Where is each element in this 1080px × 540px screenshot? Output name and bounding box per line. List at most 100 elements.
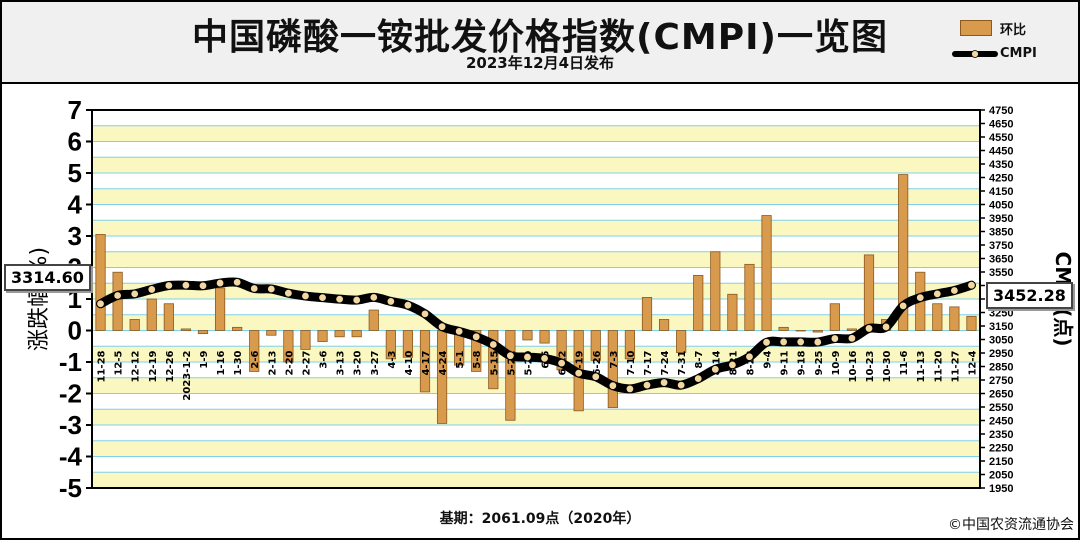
cmpi-point: [625, 384, 635, 394]
bar: [505, 330, 516, 421]
bar: [95, 234, 106, 331]
y2-tick-label: 4250: [989, 173, 1013, 185]
cmpi-point: [489, 340, 498, 349]
y2-tick-label: 2950: [989, 348, 1013, 360]
y2-tick-label: 2450: [989, 416, 1013, 428]
cmpi-point: [198, 281, 208, 290]
x-tick-label: 9-4: [763, 350, 774, 368]
y-tick-label: -3: [59, 410, 82, 440]
cmpi-point: [711, 365, 720, 374]
bar: [846, 328, 858, 331]
y2-tick-label: 4550: [989, 132, 1013, 144]
plot-band: [92, 425, 980, 441]
plot-band: [92, 377, 980, 394]
plot-band: [92, 456, 980, 473]
cmpi-point: [881, 322, 891, 332]
cmpi-point: [284, 288, 293, 298]
bar: [436, 330, 448, 424]
legend-bar-swatch: [960, 20, 992, 36]
y-tick-label: 7: [68, 95, 82, 125]
x-tick-label: 1-9: [199, 350, 210, 368]
plot-band: [92, 188, 980, 205]
y2-tick-label: 2850: [989, 362, 1013, 374]
cmpi-point: [779, 337, 788, 347]
cmpi-point: [847, 334, 857, 343]
y2-tick-label: 2150: [989, 456, 1013, 468]
x-tick-label: 12-12: [131, 350, 142, 382]
x-tick-label: 11-27: [950, 350, 961, 382]
bar: [693, 274, 704, 331]
bar: [539, 330, 550, 344]
x-tick-label: 5-29: [523, 350, 534, 375]
cmpi-point: [335, 294, 344, 304]
x-tick-label: 10-16: [848, 350, 859, 382]
y2-tick-label: 3150: [989, 321, 1013, 333]
cmpi-point: [676, 380, 686, 390]
plot-band: [92, 141, 980, 158]
bar: [214, 287, 226, 331]
bar: [163, 303, 174, 331]
x-tick-label: 12-26: [165, 350, 176, 382]
plot-band: [92, 440, 980, 457]
plot-band: [92, 314, 980, 331]
x-tick-label: 5-22: [506, 350, 517, 375]
cmpi-point: [694, 374, 703, 383]
x-tick-label: 7-24: [660, 350, 671, 375]
cmpi-point: [454, 327, 464, 336]
bar: [351, 330, 362, 338]
y-tick-label: -1: [59, 347, 82, 377]
x-tick-label: 3-6: [319, 350, 330, 368]
y-tick-label: -4: [59, 442, 83, 472]
y-tick-label: 6: [68, 127, 82, 157]
cmpi-point: [437, 322, 447, 331]
y2-tick-label: 4150: [989, 186, 1013, 198]
bar: [778, 326, 789, 331]
y2-tick-label: 2050: [989, 470, 1013, 482]
x-tick-label: 8-7: [694, 350, 705, 368]
bar: [368, 309, 379, 331]
x-tick-label: 10-30: [882, 350, 893, 382]
cmpi-point: [557, 358, 566, 368]
cmpi-point: [181, 281, 191, 290]
y2-tick-label: 1950: [989, 483, 1013, 495]
cmpi-point: [386, 297, 396, 306]
cmpi-point: [147, 285, 156, 294]
cmpi-point: [591, 372, 600, 381]
bar: [898, 174, 909, 331]
cmpi-point: [113, 291, 122, 300]
plot-band: [92, 362, 980, 378]
chart-title: 中国磷酸一铵批发价格指数(CMPI)一览图: [192, 17, 888, 58]
legend-line-label: CMPI: [1000, 46, 1037, 61]
y2-tick-label: 3650: [989, 254, 1013, 266]
bar: [556, 330, 567, 371]
cmpi-point: [574, 368, 583, 378]
plot-band: [92, 173, 980, 189]
plot-band: [92, 220, 980, 236]
bar: [522, 330, 533, 341]
y2-tick-label: 2250: [989, 443, 1013, 455]
cmpi-point: [301, 291, 310, 301]
legend-line-swatch: [952, 50, 998, 58]
cmpi-line: [96, 277, 976, 394]
bar: [590, 330, 601, 361]
x-tick-label: 4-10: [404, 350, 415, 375]
bar: [249, 330, 260, 372]
bar: [744, 263, 755, 331]
x-tick-label: 1-16: [216, 350, 227, 375]
x-tick-label: 1-30: [233, 350, 244, 375]
x-tick-label: 7-3: [609, 350, 620, 368]
bar: [812, 330, 823, 333]
bar: [761, 215, 772, 331]
cmpi-point: [96, 299, 105, 308]
bar: [829, 303, 840, 331]
cmpi-point: [403, 301, 413, 310]
x-tick-label: 12-4: [967, 350, 978, 375]
y-tick-label: -2: [59, 379, 82, 409]
x-tick-label: 8-14: [711, 350, 722, 375]
x-tick-label: 9-18: [797, 350, 808, 375]
y2-tick-label: 4350: [989, 159, 1013, 171]
bar: [283, 330, 294, 363]
y2-tick-label: 3550: [989, 267, 1013, 279]
copyright-text: ©中国农资流通协会: [948, 517, 1074, 533]
x-tick-label: 2-13: [267, 350, 278, 375]
